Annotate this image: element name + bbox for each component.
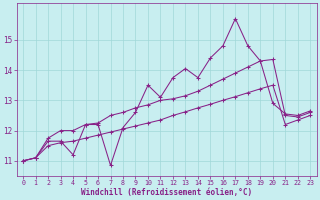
X-axis label: Windchill (Refroidissement éolien,°C): Windchill (Refroidissement éolien,°C) [81, 188, 252, 197]
